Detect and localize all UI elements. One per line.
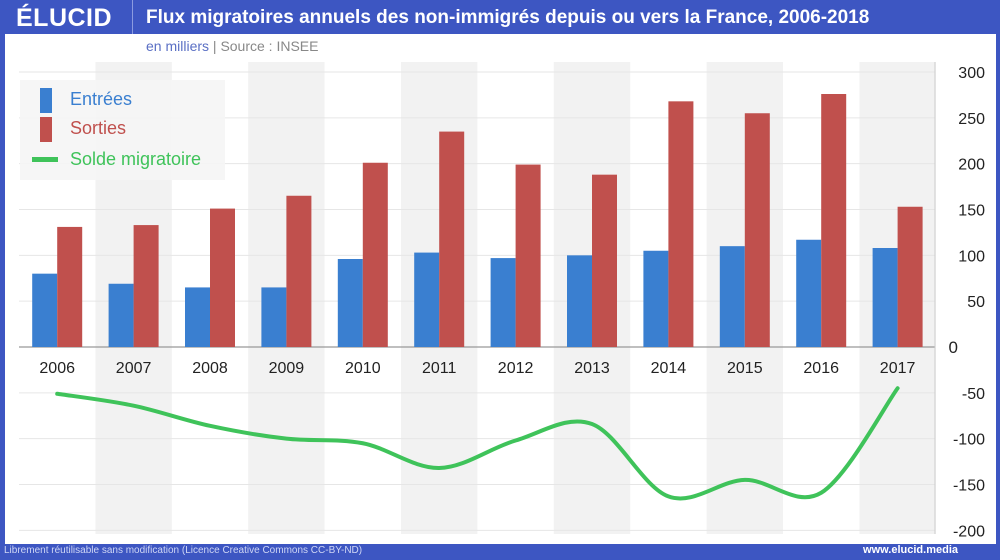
subtitle-separator: | bbox=[212, 38, 217, 54]
chart-title: Flux migratoires annuels des non-immigré… bbox=[146, 7, 870, 28]
bar-sorties-2015 bbox=[744, 113, 770, 347]
x-tick-label: 2009 bbox=[269, 360, 305, 377]
y-tick-label: -200 bbox=[953, 523, 985, 540]
bar-sorties-2012 bbox=[515, 164, 541, 347]
bar-entrees-2006 bbox=[32, 273, 58, 347]
bar-sorties-2017 bbox=[897, 206, 923, 347]
y-tick-label: -50 bbox=[962, 386, 985, 403]
x-tick-label: 2016 bbox=[803, 360, 839, 377]
legend-sorties-swatch bbox=[40, 117, 52, 142]
bar-sorties-2016 bbox=[821, 94, 847, 347]
bar-sorties-2008 bbox=[210, 208, 235, 347]
bar-entrees-2013 bbox=[567, 255, 592, 347]
bar-entrees-2014 bbox=[643, 250, 669, 347]
y-tick-label: 250 bbox=[958, 111, 985, 128]
y-tick-label: 0 bbox=[949, 338, 958, 357]
unit-label: en milliers bbox=[146, 38, 210, 54]
bar-sorties-2007 bbox=[133, 225, 159, 347]
x-tick-label: 2017 bbox=[880, 360, 916, 377]
y-tick-label: 100 bbox=[958, 248, 985, 265]
bar-sorties-2006 bbox=[57, 226, 83, 347]
bar-entrees-2017 bbox=[872, 248, 898, 347]
x-tick-label: 2012 bbox=[498, 360, 534, 377]
y-tick-label: 150 bbox=[958, 203, 985, 220]
x-tick-label: 2010 bbox=[345, 360, 381, 377]
x-tick-label: 2008 bbox=[192, 360, 228, 377]
legend-entrees: Entrées bbox=[70, 89, 133, 109]
x-tick-label: 2006 bbox=[39, 360, 75, 377]
bar-entrees-2016 bbox=[796, 239, 822, 347]
legend-solde: Solde migratoire bbox=[70, 149, 202, 169]
bar-sorties-2011 bbox=[439, 131, 465, 347]
x-tick-label: 2013 bbox=[574, 360, 610, 377]
x-tick-label: 2007 bbox=[116, 360, 152, 377]
legend: Entrées Sorties Solde migratoire bbox=[20, 80, 225, 180]
bar-entrees-2015 bbox=[719, 246, 745, 347]
y-tick-label: 50 bbox=[967, 294, 985, 311]
header-divider bbox=[132, 0, 133, 34]
legend-sorties: Sorties bbox=[70, 118, 127, 138]
legend-entrees-swatch bbox=[40, 88, 52, 113]
bar-entrees-2011 bbox=[414, 252, 440, 347]
x-tick-label: 2011 bbox=[422, 360, 457, 377]
site-link[interactable]: www.elucid.media bbox=[863, 544, 958, 556]
y-tick-label: 200 bbox=[958, 157, 985, 174]
y-tick-label: -150 bbox=[953, 478, 985, 495]
bar-sorties-2009 bbox=[286, 195, 312, 347]
bar-sorties-2013 bbox=[592, 174, 617, 347]
bar-entrees-2010 bbox=[337, 259, 363, 347]
source-label: Source : INSEE bbox=[220, 38, 319, 54]
bar-entrees-2012 bbox=[490, 258, 516, 347]
bar-entrees-2008 bbox=[185, 287, 210, 347]
bar-sorties-2010 bbox=[362, 162, 388, 347]
x-tick-label: 2015 bbox=[727, 360, 763, 377]
chart-subtitle: en milliers | Source : INSEE bbox=[146, 38, 318, 54]
license-text: Librement réutilisable sans modification… bbox=[4, 545, 363, 556]
bar-sorties-2014 bbox=[668, 101, 694, 347]
y-tick-label: -100 bbox=[953, 432, 985, 449]
elucid-logo: ÉLUCID bbox=[16, 4, 113, 32]
x-tick-label: 2014 bbox=[651, 360, 687, 377]
bar-entrees-2007 bbox=[108, 283, 134, 347]
legend-solde-swatch bbox=[32, 157, 58, 162]
bar-entrees-2009 bbox=[261, 287, 287, 347]
y-tick-label: 300 bbox=[958, 65, 985, 82]
